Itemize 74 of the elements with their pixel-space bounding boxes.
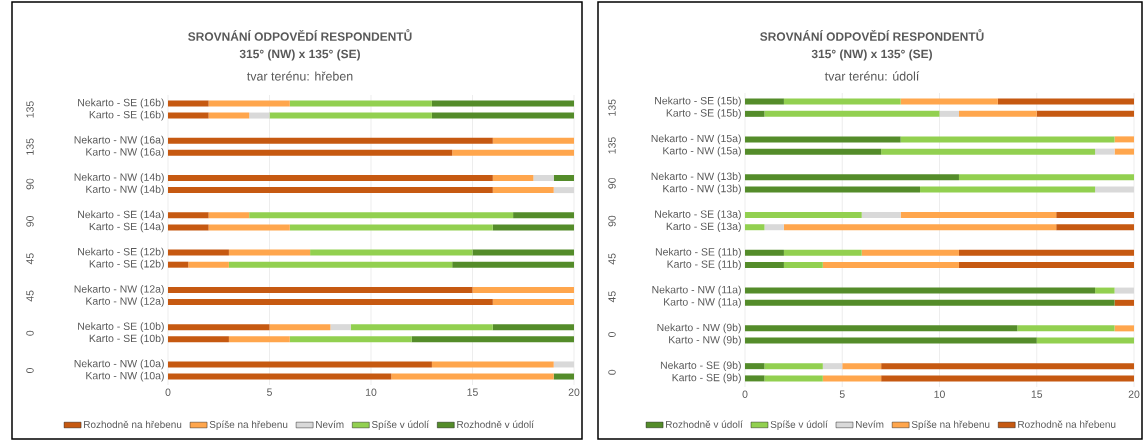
text: 0: [26, 330, 34, 336]
y-tick-label: Karto - NW (10a): [86, 371, 164, 382]
y-tick-label: Nekarto - NW (14b): [74, 173, 164, 183]
y-tick-label: Karto - SE (12b): [89, 259, 164, 270]
text: tvar terénu: údolí: [824, 71, 920, 81]
legend-label: Rozhodně na hřebenu: [84, 420, 182, 428]
legend-label: Rozhodně v údolí: [666, 420, 743, 428]
y-tick-label: Karto - NW (13b): [663, 184, 741, 195]
x-tick-label: 5: [839, 390, 845, 398]
y-tick-label: Karto - NW (16a): [86, 147, 164, 158]
y-tick-label: Nekarto - SE (9b): [660, 361, 741, 372]
text: 0: [608, 331, 616, 337]
y-tick-label: Nekarto - SE (14a): [78, 210, 164, 221]
text: 45: [26, 253, 34, 265]
y-tick-label: Nekarto - NW (16a): [74, 135, 164, 146]
text: 0: [26, 367, 34, 373]
legend-label: Spíše na hřebenu: [911, 420, 990, 430]
y-tick-label: Karto - SE (9b): [672, 373, 741, 384]
text: 135: [26, 138, 34, 155]
legend-label: Nevím: [856, 420, 884, 428]
legend-label: Rozhodně na hřebenu: [1018, 420, 1116, 428]
x-tick-label: 15: [1031, 390, 1043, 398]
y-tick-label: Karto - NW (14b): [86, 185, 164, 195]
text: 45: [26, 290, 34, 302]
y-tick-label: Karto - NW (12a): [86, 297, 164, 307]
y-tick-label: Karto - SE (13a): [666, 222, 741, 233]
chart-subtitle: 315° (NW) x 135° (SE): [239, 49, 360, 61]
y-tick-label: Karto - SE (14a): [89, 222, 164, 233]
y-tick-label: Karto - SE (15b): [666, 108, 741, 119]
x-tick-label: 10: [934, 390, 945, 398]
text: tvar terénu: hřeben: [247, 71, 353, 81]
y-tick-label: Karto - NW (15a): [663, 146, 741, 157]
text: 90: [26, 215, 34, 227]
legend-label: Spíše v údolí: [371, 420, 430, 430]
y-tick-label: Karto - SE (11b): [667, 260, 741, 270]
y-tick-label: Nekarto - NW (9b): [657, 323, 741, 334]
chart-subtitle: 315° (NW) x 135° (SE): [811, 49, 932, 61]
y-tick-label: Nekarto - NW (13b): [651, 172, 741, 183]
text: 0: [608, 369, 616, 375]
text: 90: [608, 215, 616, 227]
y-tick-label: Nekarto - NW (10a): [74, 359, 164, 370]
legend-label: Rozhodně v údolí: [457, 420, 534, 429]
x-tick-label: 5: [267, 388, 272, 396]
text: 135: [608, 137, 616, 154]
y-tick-label: Karto - SE (10b): [89, 334, 164, 345]
text: 135: [26, 101, 34, 118]
y-tick-label: Nekarto - SE (11b): [655, 247, 741, 258]
y-tick-label: Nekarto - SE (13a): [655, 210, 741, 220]
legend-label: Nevím: [316, 420, 344, 429]
chart-title: SROVNÁNÍ ODPOVĚDÍ RESPONDENTŮ: [188, 29, 412, 41]
y-tick-label: Nekarto - NW (12a): [74, 285, 164, 295]
text: 45: [608, 291, 616, 303]
y-tick-label: Nekarto - SE (15b): [655, 96, 741, 107]
y-tick-label: Nekarto - SE (12b): [78, 247, 164, 258]
legend-label: Spíše na hřebenu: [209, 420, 288, 430]
y-tick-label: Karto - NW (11a): [664, 297, 741, 308]
y-tick-label: Nekarto - SE (10b): [78, 322, 164, 333]
x-tick-label: 20: [1128, 390, 1140, 398]
x-tick-label: 15: [467, 388, 478, 396]
y-tick-label: Karto - NW (9b): [669, 335, 741, 346]
text: 90: [608, 177, 616, 189]
x-tick-label: 0: [742, 390, 748, 398]
y-tick-label: Nekarto - SE (16b): [78, 98, 164, 109]
legend-label: Spíše v údolí: [770, 420, 828, 430]
text: 45: [608, 253, 616, 265]
x-tick-label: 0: [165, 388, 171, 396]
text: 90: [26, 178, 34, 190]
x-tick-label: 20: [568, 388, 580, 396]
chart-title: SROVNÁNÍ ODPOVĚDÍ RESPONDENTŮ: [760, 29, 984, 41]
x-tick-label: 10: [365, 388, 377, 396]
y-tick-label: Karto - SE (16b): [89, 110, 164, 121]
y-tick-label: Nekarto - NW (11a): [652, 285, 741, 296]
text: 135: [608, 99, 616, 116]
y-tick-label: Nekarto - NW (15a): [651, 134, 741, 145]
